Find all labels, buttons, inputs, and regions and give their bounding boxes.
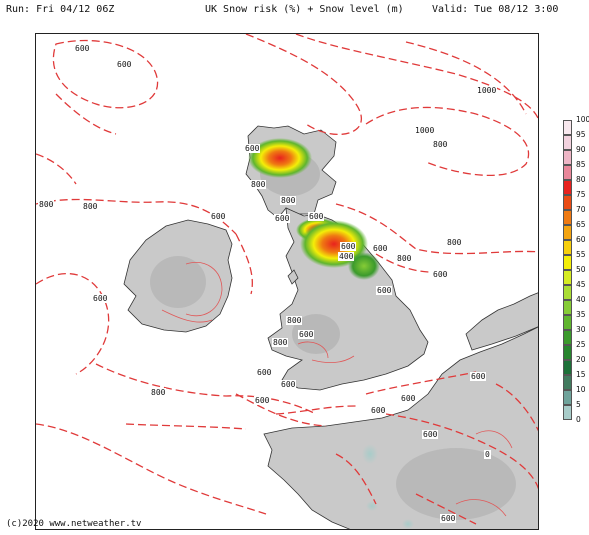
contour-label: 600: [254, 396, 271, 405]
contour-label: 600: [308, 212, 325, 221]
snow-level-contours: [36, 34, 538, 525]
contour-label: 600: [298, 330, 315, 339]
legend-swatch: [563, 330, 572, 345]
snow-risk-areas: [248, 138, 414, 529]
legend-label: 10: [576, 385, 586, 394]
legend-label: 80: [576, 175, 586, 184]
legend-swatch: [563, 300, 572, 315]
legend-swatch: [563, 390, 572, 405]
legend-swatch: [563, 225, 572, 240]
legend-swatch: [563, 315, 572, 330]
legend-label: 85: [576, 160, 586, 169]
contour-label: 600: [470, 372, 487, 381]
contour-label: 800: [286, 316, 303, 325]
legend-swatch: [563, 270, 572, 285]
contour-label: 1000: [414, 126, 436, 135]
contour-label: 400: [338, 252, 355, 261]
contour-label: 600: [256, 368, 273, 377]
contour-label: 600: [210, 212, 227, 221]
contour-label: 600: [400, 394, 417, 403]
legend-label: 5: [576, 400, 581, 409]
contour-label: 1000: [476, 86, 498, 95]
legend-swatch: [563, 255, 572, 270]
contour-label: 600: [116, 60, 133, 69]
legend-label: 100: [576, 115, 589, 124]
contour-label: 600: [440, 514, 457, 523]
legend-label: 70: [576, 205, 586, 214]
legend-swatch: [563, 345, 572, 360]
contour-label: 600: [244, 144, 261, 153]
legend-label: 65: [576, 220, 586, 229]
terrain-contours: [161, 262, 513, 517]
legend-label: 30: [576, 325, 586, 334]
legend-label: 50: [576, 265, 586, 274]
legend-label: 55: [576, 250, 586, 259]
legend-swatch: [563, 150, 572, 165]
legend-swatch: [563, 360, 572, 375]
contour-label: 600: [340, 242, 357, 251]
color-legend: 100 95 90 85 80 75 70 65 60 55 50 45 40 35 30 25 20 15 10 5…: [563, 116, 589, 424]
legend-label: 95: [576, 130, 586, 139]
valid-time-label: Valid: Tue 08/12 3:00: [432, 4, 559, 15]
contour-label: 800: [446, 238, 463, 247]
contour-label: 600: [280, 380, 297, 389]
contour-label: 600: [422, 430, 439, 439]
contour-label: 800: [432, 140, 449, 149]
legend-label: 20: [576, 355, 586, 364]
legend-label: 25: [576, 340, 586, 349]
legend-swatch: [563, 375, 572, 390]
map-graphic: [36, 34, 538, 529]
contour-label: 600: [92, 294, 109, 303]
copyright-label: (c)2020 www.netweather.tv: [6, 519, 142, 529]
legend-swatch: [563, 195, 572, 210]
contour-label: 600: [376, 286, 393, 295]
contour-label: 800: [272, 338, 289, 347]
contour-label: 600: [370, 406, 387, 415]
legend-swatch: [563, 165, 572, 180]
legend-label: 40: [576, 295, 586, 304]
contour-label: 600: [372, 244, 389, 253]
contour-label: 800: [280, 196, 297, 205]
legend-label: 35: [576, 310, 586, 319]
map-title: UK Snow risk (%) + Snow level (m): [205, 4, 404, 15]
snow-risk-map: 600 600 1000 1000 800 600 800 800 800 60…: [35, 33, 539, 530]
legend-swatch: [563, 135, 572, 150]
contour-label: 800: [396, 254, 413, 263]
contour-label: 0: [484, 450, 491, 459]
legend-swatch: [563, 210, 572, 225]
contour-label: 600: [274, 214, 291, 223]
legend-label: 60: [576, 235, 586, 244]
contour-label: 800: [150, 388, 167, 397]
contour-label: 600: [432, 270, 449, 279]
contour-label: 800: [82, 202, 99, 211]
contour-label: 600: [74, 44, 91, 53]
run-time-label: Run: Fri 04/12 06Z: [6, 4, 115, 15]
legend-swatch: [563, 405, 572, 420]
contour-label: 800: [250, 180, 267, 189]
legend-swatch: [563, 240, 572, 255]
legend-label: 90: [576, 145, 586, 154]
legend-swatch: [563, 285, 572, 300]
legend-label: 75: [576, 190, 586, 199]
legend-swatch: [563, 180, 572, 195]
legend-label: 0: [576, 415, 581, 424]
legend-label: 15: [576, 370, 586, 379]
contour-label: 800: [38, 200, 55, 209]
legend-swatch: [563, 120, 572, 135]
legend-label: 45: [576, 280, 586, 289]
